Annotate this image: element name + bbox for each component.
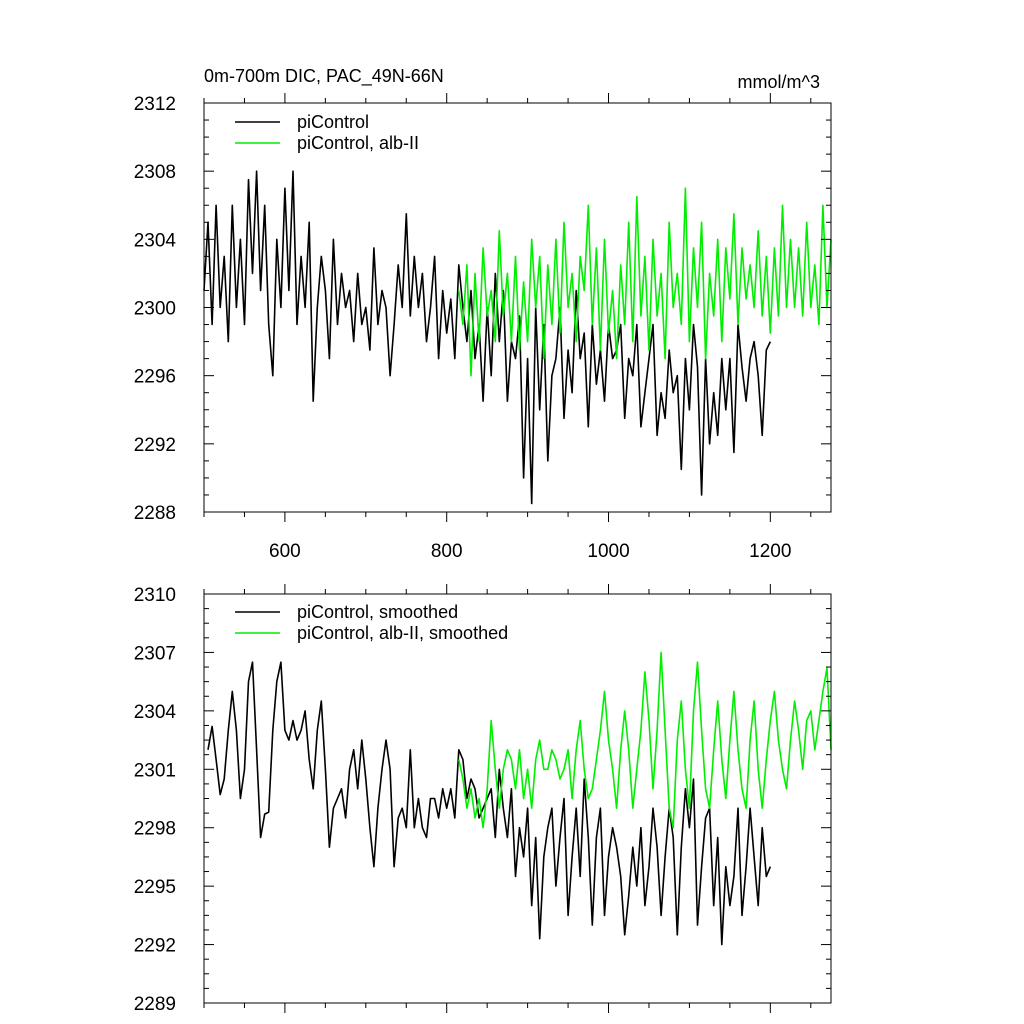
- series-line-alb-ii: [458, 651, 832, 829]
- y-tick-label: 2295: [134, 877, 176, 898]
- x-tick-label: 1200: [749, 541, 791, 562]
- series-line-picontrol: [207, 661, 772, 946]
- series-line-alb-ii: [458, 187, 832, 377]
- y-tick-label: 2292: [134, 435, 176, 456]
- x-tick-label: 1000: [587, 541, 629, 562]
- chart-title: 0m-700m DIC, PAC_49N-66N: [204, 66, 444, 87]
- legend-label: piControl, alb-II, smoothed: [297, 623, 508, 643]
- unit-label: mmol/m^3: [738, 72, 820, 92]
- y-tick-label: 2304: [134, 702, 177, 723]
- y-tick-label: 2308: [134, 162, 176, 183]
- plot-frame: [203, 593, 832, 1004]
- y-tick-label: 2300: [134, 299, 176, 320]
- y-tick-label: 2296: [134, 367, 176, 388]
- y-tick-label: 2310: [134, 585, 176, 606]
- y-tick-label: 2307: [134, 643, 176, 664]
- y-tick-label: 2292: [134, 936, 176, 957]
- x-tick-label: 800: [431, 541, 463, 562]
- top-panel: 2288 2292 2296 2300 2304 2308 2312 600 800 1000 12…: [134, 93, 832, 562]
- series-line-picontrol: [203, 170, 772, 505]
- y-tick-label: 2288: [134, 503, 176, 524]
- y-tick-label: 2301: [134, 760, 176, 781]
- bottom-panel: 2289 2292 2295 2298 2301 2304 2307 2310 piContro…: [134, 584, 832, 1015]
- legend-label: piControl: [297, 112, 369, 132]
- x-tick-label: 600: [269, 541, 301, 562]
- legend-label: piControl, alb-II: [297, 133, 419, 153]
- legend-label: piControl, smoothed: [297, 602, 458, 622]
- y-tick-label: 2312: [134, 94, 176, 115]
- y-tick-label: 2304: [134, 230, 177, 251]
- y-tick-label: 2289: [134, 994, 176, 1015]
- y-tick-label: 2298: [134, 819, 176, 840]
